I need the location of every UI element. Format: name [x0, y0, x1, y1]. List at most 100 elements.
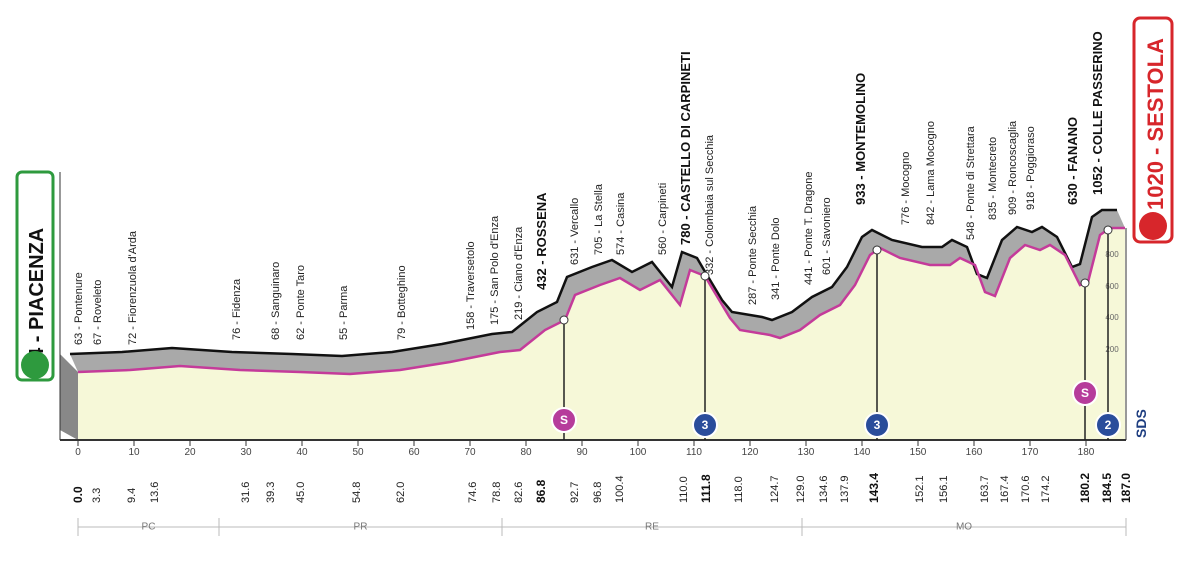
marker-label: S	[1081, 386, 1089, 400]
axis-km-label: 0	[75, 447, 81, 458]
marker-circle	[692, 412, 718, 438]
region-label: MO	[956, 522, 972, 533]
distance-label: 187.0	[1119, 473, 1133, 503]
distance-label: 180.2	[1078, 473, 1092, 503]
axis-km-label: 20	[184, 447, 196, 458]
place-label: 548 - Ponte di Strettara	[965, 125, 977, 240]
distance-label: 129.0	[795, 475, 807, 503]
finish-icon	[1139, 212, 1167, 240]
place-label: 72 - Fiorenzuola d'Arda	[127, 230, 139, 345]
place-label: 79 - Botteghino	[396, 265, 408, 340]
axis-km-label: 50	[352, 447, 364, 458]
axis-km-label: 70	[464, 447, 476, 458]
axis-km-label: 120	[742, 447, 759, 458]
distance-label: 152.1	[914, 475, 926, 503]
distance-label: 31.6	[240, 482, 252, 503]
place-label: 76 - Fidenza	[231, 278, 243, 340]
place-label: 631 - Vercallo	[569, 198, 581, 265]
distance-label: 134.6	[818, 475, 830, 503]
axis-km-label: 100	[630, 447, 647, 458]
start-box	[15, 170, 55, 382]
distance-label: 110.0	[678, 476, 690, 503]
axis-km-label: 180	[1078, 447, 1095, 458]
finish-label: 1020 - SESTOLA	[1143, 38, 1168, 210]
profile-front	[60, 354, 78, 440]
distance-label: 96.8	[592, 482, 604, 503]
start-label: 54 - PIACENZA	[26, 228, 48, 370]
distance-label: 54.8	[351, 482, 363, 503]
distance-label: 9.4	[126, 488, 138, 503]
place-label: 441 - Ponte T. Dragone	[803, 171, 815, 285]
marker-circle	[864, 412, 890, 438]
axis-km-label: 10	[128, 447, 140, 458]
axis-km-label: 90	[576, 447, 588, 458]
distance-label: 39.3	[265, 482, 277, 503]
marker-label: S	[560, 413, 568, 427]
place-label: 62 - Ponte Taro	[295, 265, 307, 340]
place-label: 55 - Parma	[338, 285, 350, 340]
place-label: 68 - Sanguinaro	[270, 262, 282, 340]
profile-ground	[78, 228, 1125, 440]
place-label: 630 - FANANO	[1065, 117, 1080, 205]
place-label: 1052 - COLLE PASSERINO	[1090, 31, 1105, 195]
marker-circle	[1072, 380, 1098, 406]
distance-label: 100.4	[614, 475, 626, 503]
axis-km-label: 80	[520, 447, 532, 458]
elevation-tick-label: 600	[1105, 282, 1119, 291]
distance-label: 86.8	[534, 479, 548, 503]
marker-circle	[1095, 412, 1121, 438]
distance-label: 74.6	[467, 482, 479, 503]
axis-km-label: 170	[1022, 447, 1039, 458]
distance-label: 167.4	[999, 475, 1011, 503]
axis-km-label: 150	[910, 447, 927, 458]
marker-dot	[559, 315, 569, 325]
marker-label: 2	[1105, 418, 1112, 432]
profile-ridge	[69, 208, 1117, 358]
place-label: 842 - Lama Mocogno	[925, 121, 937, 225]
place-label: 175 - San Polo d'Enza	[489, 215, 501, 325]
profile-side	[70, 210, 1125, 374]
distance-label: 62.0	[395, 482, 407, 503]
marker-dot	[1103, 225, 1113, 235]
place-label: 705 - La Stella	[593, 183, 605, 255]
distance-label: 45.0	[295, 482, 307, 503]
marker-dot	[872, 245, 882, 255]
distance-label: 3.3	[91, 488, 103, 503]
distance-label: 184.5	[1100, 473, 1114, 503]
axis-km-label: 110	[686, 447, 702, 458]
distance-label: 170.6	[1020, 475, 1032, 503]
distance-label: 78.8	[491, 482, 503, 503]
logo: SDS	[1133, 409, 1149, 438]
distance-label: 143.4	[867, 473, 881, 503]
marker-dot	[1080, 278, 1090, 288]
place-label: 560 - Carpineti	[657, 183, 669, 255]
place-label: 63 - Pontenure	[73, 272, 85, 345]
region-label: PR	[354, 522, 368, 533]
distance-label: 92.7	[569, 482, 581, 503]
marker-label: 3	[702, 418, 709, 432]
axis-km-label: 60	[408, 447, 420, 458]
distance-label: 156.1	[938, 475, 950, 503]
marker-circle	[551, 407, 577, 433]
place-label: 287 - Ponte Secchia	[747, 205, 759, 305]
distance-label: 163.7	[979, 475, 991, 503]
elevation-tick-label: 400	[1105, 313, 1119, 322]
region-label: PC	[142, 522, 156, 533]
place-label: 918 - Poggioraso	[1025, 126, 1037, 210]
distance-label: 137.9	[839, 475, 851, 503]
axis-km-label: 30	[240, 447, 252, 458]
profile	[59, 172, 1127, 441]
elevation-tick-label: 200	[1105, 345, 1119, 354]
place-label: 341 - Ponte Dolo	[770, 217, 782, 300]
finish-box	[1132, 16, 1174, 244]
place-label: 67 - Roveleto	[92, 280, 104, 345]
distance-label: 82.6	[513, 482, 525, 503]
place-label: 158 - Traversetolo	[465, 241, 477, 330]
start-icon	[21, 351, 49, 379]
distance-label: 0.0	[71, 486, 85, 503]
marker-dot	[700, 271, 710, 281]
axis-km-label: 160	[966, 447, 983, 458]
place-label: 780 - CASTELLO DI CARPINETI	[678, 51, 693, 245]
marker-label: 3	[874, 418, 881, 432]
